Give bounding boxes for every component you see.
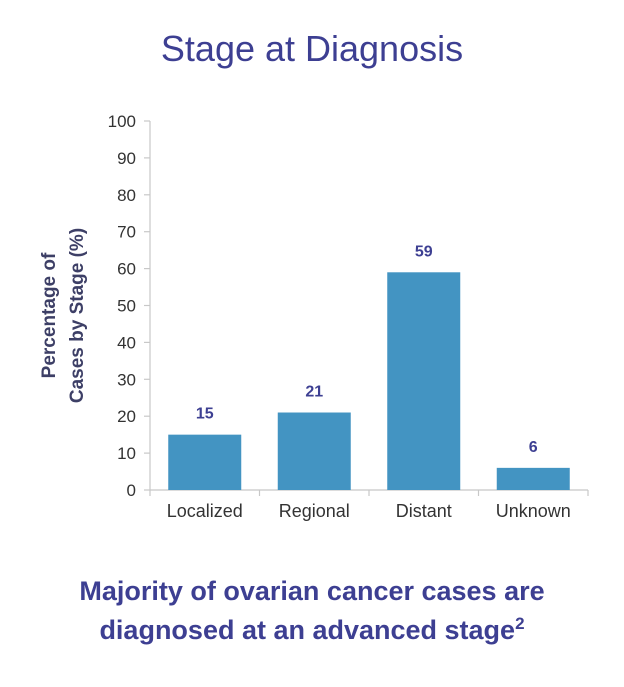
y-tick-label: 10	[117, 444, 136, 463]
chart-title: Stage at Diagnosis	[160, 28, 464, 69]
y-tick-label: 30	[117, 370, 136, 389]
y-tick-label: 100	[108, 112, 136, 131]
y-tick-label: 90	[117, 149, 136, 168]
y-tick-label: 80	[117, 186, 136, 205]
axes: 0 10 20 30 40 50 60 70 80 90 100 Localized Regional D…	[108, 112, 589, 521]
y-tick-label: 70	[117, 223, 136, 242]
data-label: 59	[415, 243, 433, 260]
bar-localized	[168, 434, 242, 490]
x-tick-label: Localized	[167, 501, 243, 521]
bar-chart: Percentage of Cases by Stage (%) 0 10 20 30 4…	[39, 112, 589, 521]
caption-line-2: diagnosed at an advanced stage2	[0, 614, 624, 646]
data-label: 6	[529, 439, 538, 456]
y-tick-label: 20	[117, 407, 136, 426]
x-tick-label: Unknown	[496, 501, 571, 521]
caption-line-2-text: diagnosed at an advanced stage	[99, 615, 516, 645]
caption-footnote-ref: 2	[515, 614, 525, 633]
x-tick-label: Regional	[279, 501, 350, 521]
x-tick-label: Distant	[396, 501, 452, 521]
bar-unknown	[496, 467, 570, 490]
y-axis-label: Percentage of Cases by Stage (%)	[39, 228, 88, 403]
y-tick-label: 0	[127, 481, 136, 500]
bar-distant	[387, 272, 461, 490]
data-label: 21	[305, 384, 323, 401]
bar-regional	[277, 412, 351, 490]
y-axis-label-line: Percentage of	[39, 252, 60, 378]
data-label: 15	[196, 406, 214, 423]
y-tick-label: 50	[117, 297, 136, 316]
caption-line-1: Majority of ovarian cancer cases are	[79, 576, 545, 606]
y-axis-label-line: Cases by Stage (%)	[67, 228, 88, 403]
bars: 15 21 59 6	[168, 243, 570, 490]
y-tick-label: 40	[117, 333, 136, 352]
y-tick-label: 60	[117, 260, 136, 279]
